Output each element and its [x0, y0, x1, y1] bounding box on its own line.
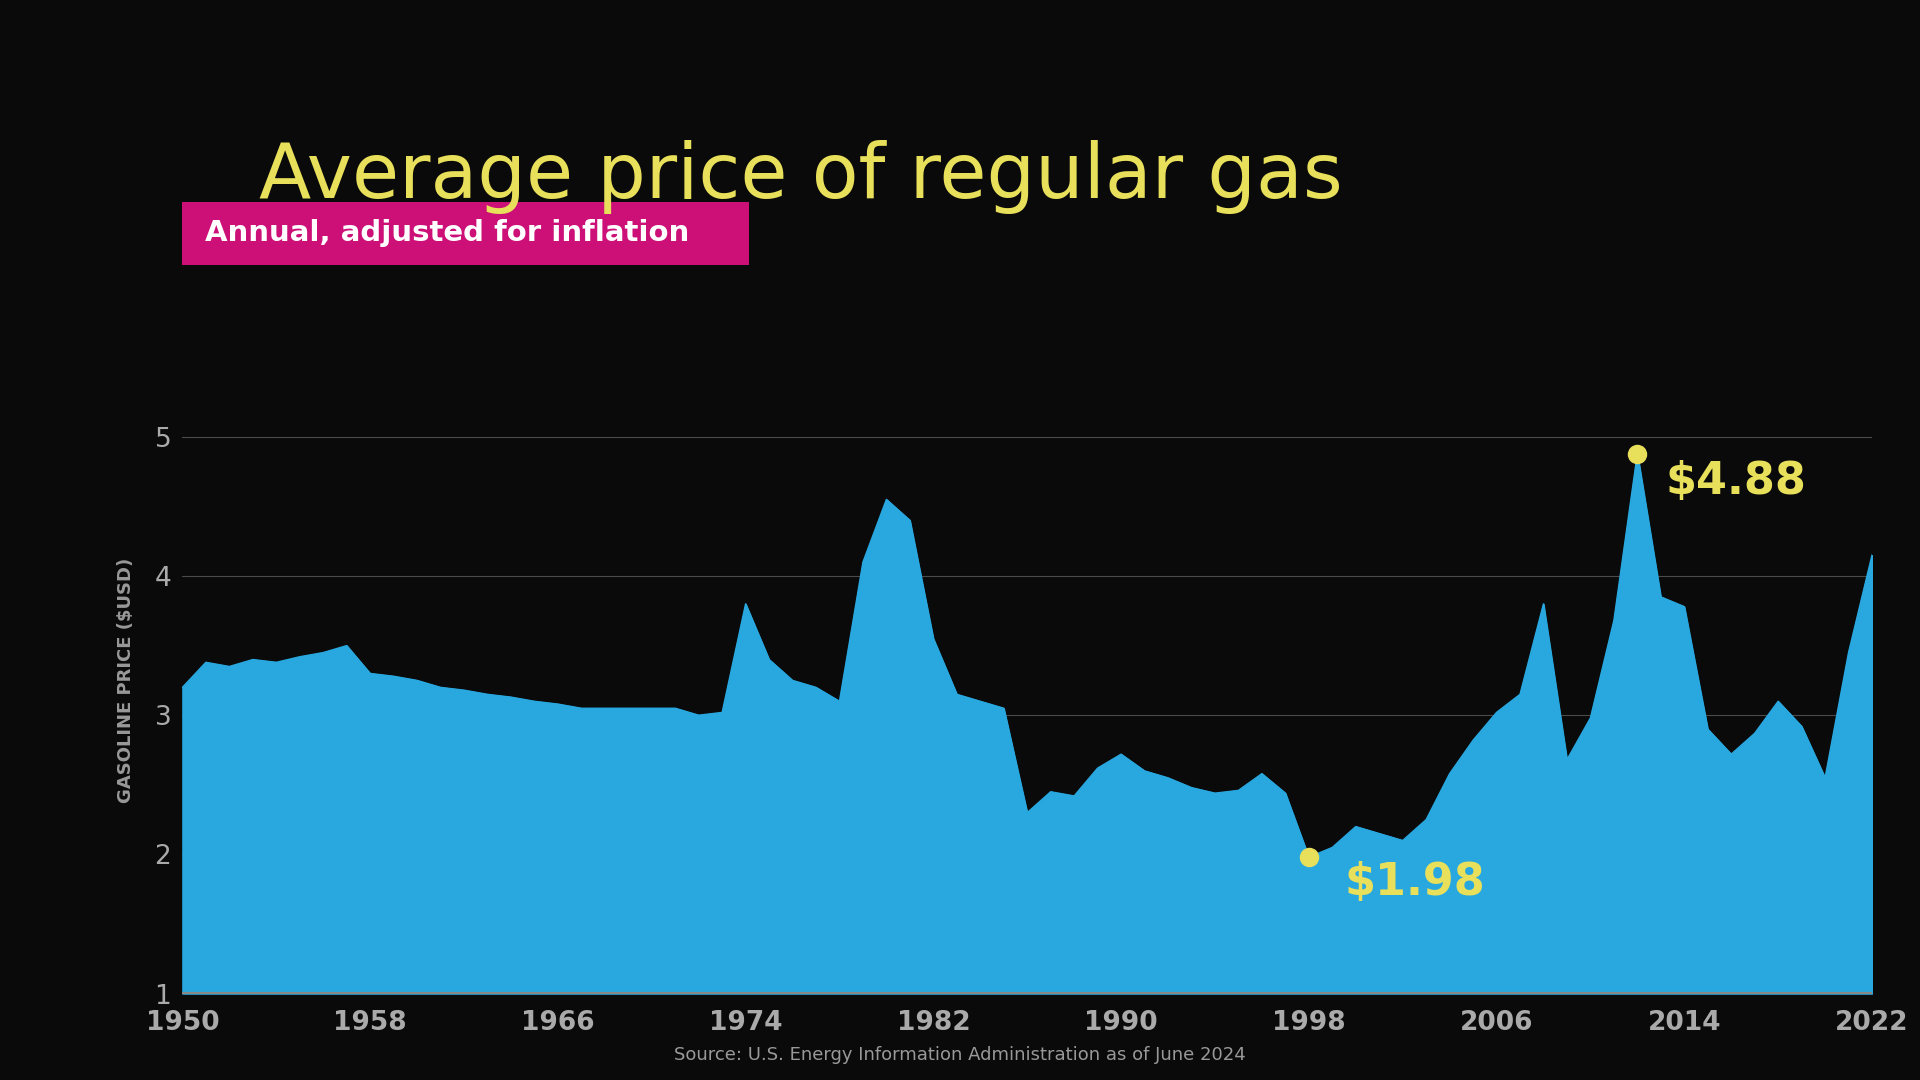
- Text: Average price of regular gas: Average price of regular gas: [259, 140, 1342, 215]
- Text: $4.88: $4.88: [1665, 460, 1807, 503]
- Text: $1.98: $1.98: [1344, 862, 1484, 904]
- Text: Source: U.S. Energy Information Administration as of June 2024: Source: U.S. Energy Information Administ…: [674, 1045, 1246, 1064]
- Y-axis label: GASOLINE PRICE ($USD): GASOLINE PRICE ($USD): [117, 557, 134, 804]
- Text: Annual, adjusted for inflation: Annual, adjusted for inflation: [205, 219, 689, 247]
